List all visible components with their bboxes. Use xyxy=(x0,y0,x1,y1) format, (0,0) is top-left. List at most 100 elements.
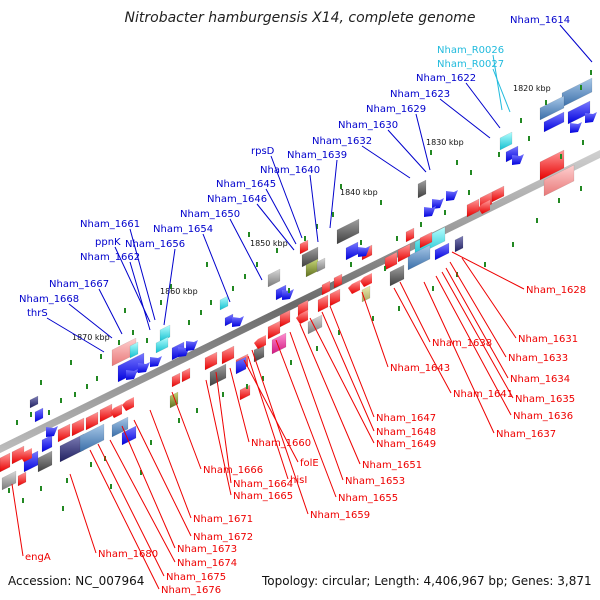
strand-marker xyxy=(360,240,362,245)
label-leader xyxy=(149,409,192,519)
strand-marker xyxy=(48,410,50,415)
label-leader xyxy=(11,483,24,557)
gene-block xyxy=(466,198,480,218)
strand-marker xyxy=(246,384,248,389)
gene-label: Nham_1640 xyxy=(260,165,320,176)
gene-block xyxy=(37,450,53,473)
label-leader xyxy=(559,24,593,63)
label-leader xyxy=(251,349,309,515)
label-leader xyxy=(171,391,202,470)
strand-arrow xyxy=(358,246,370,257)
strand-marker xyxy=(22,498,24,503)
gene-features xyxy=(0,77,597,491)
strand-marker xyxy=(206,262,208,267)
gene-label: Nham_1653 xyxy=(345,476,405,487)
strand-markers xyxy=(8,70,592,511)
gene-block xyxy=(41,434,53,453)
strand-marker xyxy=(146,338,148,343)
gene-block xyxy=(345,241,359,261)
label-leader xyxy=(449,261,507,358)
label-leader xyxy=(98,288,123,335)
gene-label: rpsD xyxy=(251,146,275,157)
label-leader xyxy=(275,339,337,498)
strand-marker xyxy=(170,284,172,289)
strand-marker xyxy=(256,262,258,267)
gene-label: Nham_1662 xyxy=(80,252,140,263)
gene-block xyxy=(389,264,405,287)
label-leader xyxy=(129,261,151,331)
gene-block xyxy=(317,294,329,313)
strand-marker xyxy=(70,360,72,365)
strand-marker xyxy=(380,200,382,205)
gene-block xyxy=(235,356,247,375)
strand-marker xyxy=(62,506,64,511)
gene-block xyxy=(299,239,309,255)
gene-label: Nham_1647 xyxy=(376,413,436,424)
strand-marker xyxy=(340,184,342,189)
strand-marker xyxy=(132,330,134,335)
gene-label: Nham_1661 xyxy=(80,219,140,230)
gene-label: Nham_1649 xyxy=(376,439,436,450)
gene-block xyxy=(221,345,235,365)
strand-marker xyxy=(332,212,334,217)
gene-label: Nham_1665 xyxy=(233,491,293,502)
gene-block xyxy=(204,351,218,371)
strand-marker xyxy=(316,224,318,229)
strand-marker xyxy=(248,232,250,237)
label-leader xyxy=(133,419,192,537)
label-leader xyxy=(247,355,289,480)
strand-marker xyxy=(384,266,386,271)
label-leader xyxy=(256,203,295,251)
accession-text: Accession: NC_007964 xyxy=(8,574,145,588)
gene-block xyxy=(129,341,139,359)
label-leader xyxy=(439,98,491,139)
gene-block xyxy=(417,179,427,199)
gene-label: Nham_1668 xyxy=(19,294,79,305)
strand-arrow xyxy=(360,273,372,287)
gene-label: Nham_1645 xyxy=(216,179,276,190)
gene-label: Nham_1633 xyxy=(508,353,568,364)
strand-arrow xyxy=(122,397,134,411)
strand-marker xyxy=(188,320,190,325)
kbp-ticks: 1820 kbp 1830 kbp 1840 kbp 1850 kbp 1860 kbp… xyxy=(72,84,551,342)
strand-marker xyxy=(74,392,76,397)
gene-block xyxy=(209,363,227,387)
gene-block xyxy=(181,367,191,383)
topology-text: Topology: circular; Length: 4,406,967 bp… xyxy=(262,574,592,588)
strand-arrow xyxy=(348,280,360,294)
label-leader xyxy=(441,271,514,399)
gene-block xyxy=(17,471,27,487)
strand-marker xyxy=(398,306,400,311)
label-leader xyxy=(299,323,361,465)
strand-arrow xyxy=(585,112,597,123)
gene-label: Nham_1656 xyxy=(125,239,185,250)
gene-label: Nham_1674 xyxy=(177,558,237,569)
label-leader xyxy=(163,248,176,326)
strand-marker xyxy=(100,354,102,359)
gene-label: Nham_1651 xyxy=(362,460,422,471)
gene-block xyxy=(567,100,591,125)
strand-marker xyxy=(160,300,162,305)
label-leader xyxy=(329,305,375,418)
label-leader xyxy=(445,267,509,379)
label-leader xyxy=(329,159,338,229)
strand-marker xyxy=(468,190,470,195)
strand-marker xyxy=(232,286,234,291)
label-leader xyxy=(265,188,297,245)
gene-label: Nham_1654 xyxy=(153,224,213,235)
strand-marker xyxy=(582,140,584,145)
strand-arrow xyxy=(478,200,490,214)
kbp-tick-label: 1840 kbp xyxy=(340,188,378,197)
label-leader xyxy=(465,82,501,129)
label-leader xyxy=(461,257,517,339)
strand-marker xyxy=(118,340,120,345)
gene-label: Nham_1623 xyxy=(390,89,450,100)
label-leader xyxy=(229,367,250,443)
strand-arrow xyxy=(432,198,444,209)
gene-block xyxy=(543,111,565,133)
strand-marker xyxy=(520,118,522,123)
strand-marker xyxy=(86,384,88,389)
strand-arrow xyxy=(46,426,58,437)
gene-block xyxy=(34,407,44,423)
